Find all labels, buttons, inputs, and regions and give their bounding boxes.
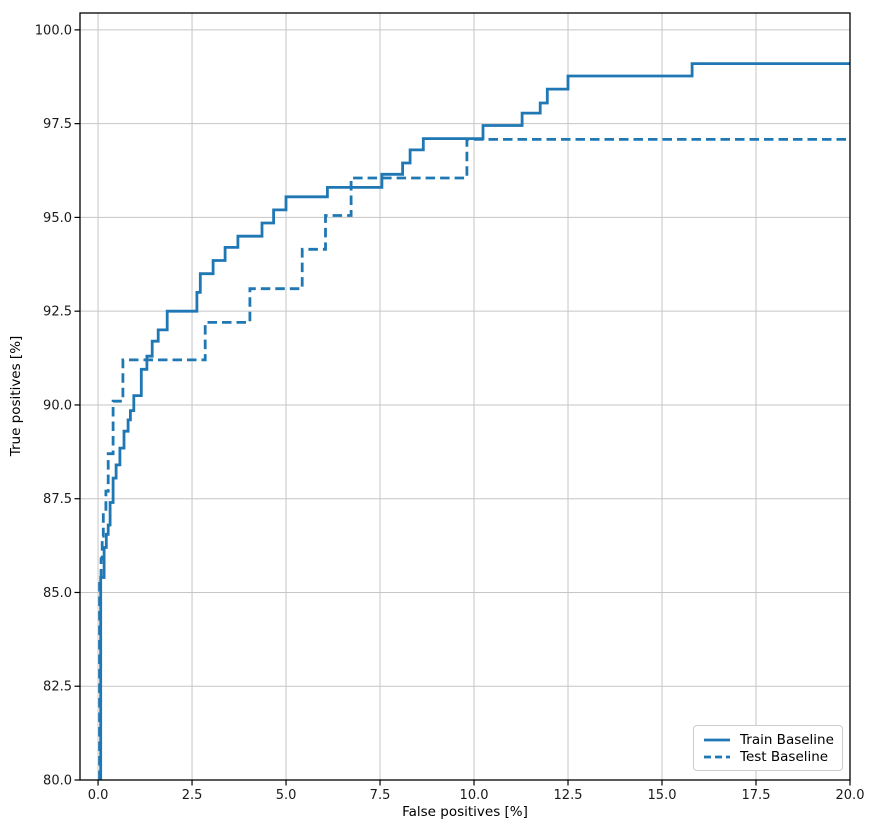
- x-tick-label: 5.0: [276, 788, 297, 803]
- series-solid-line: [99, 62, 850, 780]
- y-tick-label: 90.0: [43, 398, 72, 413]
- y-tick-label: 82.5: [43, 680, 72, 695]
- x-tick-label: 12.5: [554, 788, 583, 803]
- legend-label-train: Train Baseline: [740, 731, 834, 748]
- legend: Train Baseline Test Baseline: [693, 725, 843, 771]
- y-tick-label: 85.0: [43, 586, 72, 601]
- y-tick-label: 80.0: [43, 774, 72, 789]
- legend-entry-test: Test Baseline: [703, 748, 833, 765]
- y-tick-label: 92.5: [43, 305, 72, 320]
- y-tick-label: 100.0: [35, 23, 72, 38]
- plot-border: [79, 12, 851, 781]
- x-tick-label: 2.5: [182, 788, 203, 803]
- legend-line-solid-icon: [704, 738, 730, 741]
- y-tick-label: 95.0: [43, 211, 72, 226]
- y-tick-label: 97.5: [43, 117, 72, 132]
- legend-line-dashed-icon: [704, 755, 730, 758]
- x-tick-label: 15.0: [648, 788, 677, 803]
- y-axis-label: True positives [%]: [8, 335, 24, 457]
- x-tick-label: 7.5: [370, 788, 391, 803]
- x-axis-label: False positives [%]: [402, 804, 528, 820]
- legend-label-test: Test Baseline: [740, 748, 829, 765]
- x-tick-label: 10.0: [460, 788, 489, 803]
- y-tick-label: 87.5: [43, 492, 72, 507]
- x-tick-label: 0.0: [88, 788, 109, 803]
- x-tick-label: 20.0: [836, 788, 865, 803]
- x-tick-label: 17.5: [742, 788, 771, 803]
- legend-entry-train: Train Baseline: [703, 731, 834, 748]
- series-dashed-line: [98, 138, 850, 780]
